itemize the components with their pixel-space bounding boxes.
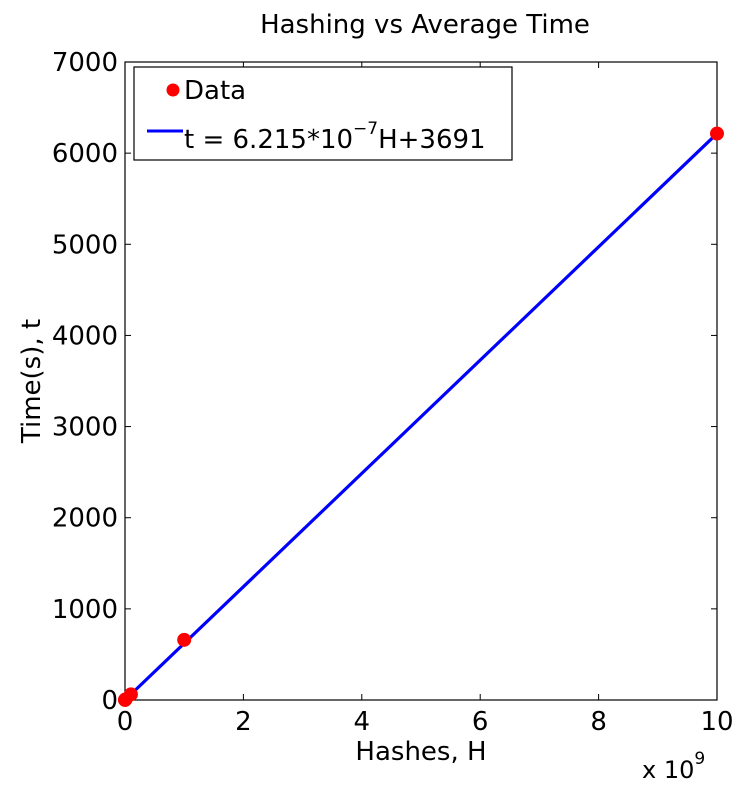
x-axis-label: Hashes, H xyxy=(355,737,486,767)
y-tick-label: 6000 xyxy=(52,139,118,169)
legend-fit-sup: −7 xyxy=(353,119,378,139)
x-tick-label: 8 xyxy=(590,707,607,737)
x-tick-label: 4 xyxy=(354,707,371,737)
legend-label-fit: t = 6.215*10−7H+3691 xyxy=(184,119,486,155)
x-tick-label: 6 xyxy=(472,707,489,737)
data-point xyxy=(177,632,192,647)
data-point xyxy=(710,126,724,141)
fit-line xyxy=(123,132,719,702)
y-tick-label: 2000 xyxy=(52,504,118,534)
y-tick-label: 3000 xyxy=(52,413,118,443)
legend-fit-pre: t = 6.215*10 xyxy=(184,125,353,155)
y-axis-label: Time(s), t xyxy=(17,319,47,444)
y-tick-label: 5000 xyxy=(52,230,118,260)
x-tick-label: 2 xyxy=(235,707,252,737)
x-axis-exponent: x 109 xyxy=(642,749,705,784)
legend-marker-data xyxy=(166,83,180,97)
x-axis-ticks: 0 2 4 6 8 10 xyxy=(117,62,734,737)
y-tick-label: 7000 xyxy=(52,48,118,78)
legend-label-data: Data xyxy=(184,76,246,106)
series-layer xyxy=(118,126,724,707)
legend: Data t = 6.215*10−7H+3691 xyxy=(133,66,513,161)
y-tick-label: 0 xyxy=(101,686,118,716)
legend-fit-post: H+3691 xyxy=(378,125,486,155)
legend-box xyxy=(133,66,513,161)
x-tick-label: 10 xyxy=(700,707,733,737)
data-point xyxy=(123,687,138,702)
plot-area xyxy=(124,61,718,701)
x-exponent-power: 9 xyxy=(694,749,705,769)
x-exponent-base: x 10 xyxy=(642,756,694,784)
y-tick-label: 4000 xyxy=(52,321,118,351)
chart-title: Hashing vs Average Time xyxy=(260,10,590,40)
x-tick-label: 0 xyxy=(117,707,134,737)
y-tick-label: 1000 xyxy=(52,595,118,625)
y-axis-ticks: 0 1000 2000 3000 4000 5000 6000 7000 xyxy=(52,48,717,716)
